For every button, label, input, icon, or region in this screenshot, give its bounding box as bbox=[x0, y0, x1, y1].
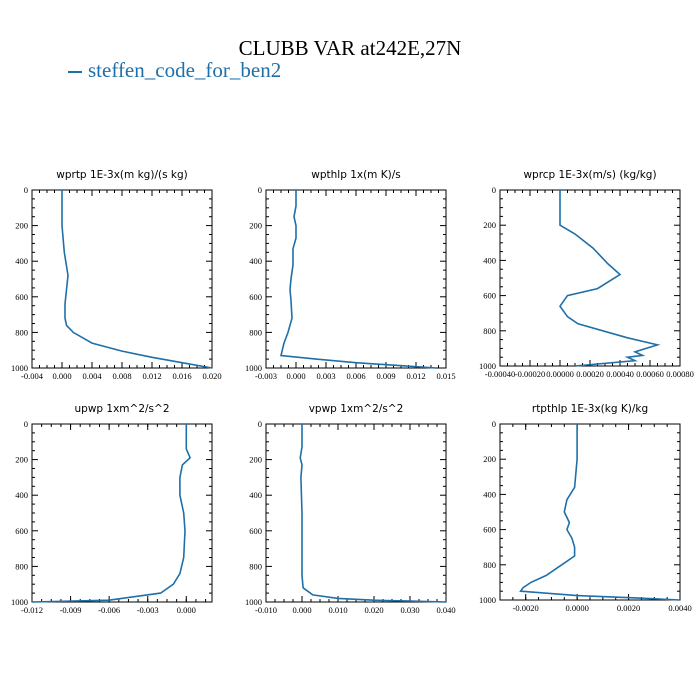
x-tick-label: -0.012 bbox=[21, 605, 43, 615]
x-tick-label: 0.00020 bbox=[576, 369, 604, 379]
x-tick-label: 0.020 bbox=[202, 371, 221, 381]
series-line bbox=[31, 424, 192, 603]
y-tick-label: 800 bbox=[249, 327, 262, 337]
series-line bbox=[61, 190, 213, 369]
x-tick-label: 0.003 bbox=[316, 371, 335, 381]
panel-title: rtpthlp 1E-3x(kg K)/kg bbox=[532, 403, 648, 415]
x-tick-label: 0.00060 bbox=[636, 369, 664, 379]
y-tick-label: 200 bbox=[249, 455, 262, 465]
panel-title: upwp 1xm^2/s^2 bbox=[75, 403, 170, 415]
legend-line-swatch bbox=[68, 71, 82, 74]
legend-label: steffen_code_for_ben2 bbox=[88, 58, 282, 82]
x-tick-label: -0.010 bbox=[255, 605, 277, 615]
x-tick-label: 0.00000 bbox=[546, 369, 574, 379]
y-tick-label: 600 bbox=[249, 292, 262, 302]
y-tick-label: 0 bbox=[492, 185, 496, 195]
y-tick-label: 800 bbox=[15, 327, 28, 337]
x-tick-label: 0.015 bbox=[436, 371, 455, 381]
x-tick-label: 0.006 bbox=[346, 371, 365, 381]
y-tick-label: 600 bbox=[483, 291, 496, 301]
y-tick-label: 800 bbox=[483, 560, 496, 570]
x-tick-label: 0.0000 bbox=[565, 603, 588, 613]
y-tick-label: 1000 bbox=[479, 595, 496, 605]
panel-title: wprcp 1E-3x(m/s) (kg/kg) bbox=[523, 169, 656, 181]
x-tick-label: -0.00040 bbox=[485, 369, 515, 379]
y-tick-label: 800 bbox=[15, 561, 28, 571]
x-tick-label: 0.0040 bbox=[668, 603, 691, 613]
x-tick-label: -0.003 bbox=[137, 605, 159, 615]
y-tick-label: 200 bbox=[483, 454, 496, 464]
x-tick-label: 0.012 bbox=[406, 371, 425, 381]
y-tick-label: 1000 bbox=[479, 361, 496, 371]
y-tick-label: 1000 bbox=[11, 363, 28, 373]
panel-title: vpwp 1xm^2/s^2 bbox=[309, 403, 404, 415]
y-tick-label: 0 bbox=[258, 419, 262, 429]
y-tick-label: 600 bbox=[249, 526, 262, 536]
panel-title: wpthlp 1x(m K)/s bbox=[311, 169, 401, 181]
y-tick-label: 600 bbox=[15, 292, 28, 302]
panel-frame bbox=[265, 189, 447, 369]
y-tick-label: 200 bbox=[15, 221, 28, 231]
series-line bbox=[559, 190, 661, 367]
y-tick-label: 400 bbox=[15, 490, 28, 500]
x-tick-label: -0.009 bbox=[60, 605, 82, 615]
x-tick-label: 0.030 bbox=[400, 605, 419, 615]
x-tick-label: -0.003 bbox=[255, 371, 277, 381]
y-tick-label: 1000 bbox=[245, 363, 262, 373]
y-tick-label: 600 bbox=[15, 526, 28, 536]
y-tick-label: 400 bbox=[15, 256, 28, 266]
panel-frame bbox=[31, 189, 213, 369]
x-tick-label: 0.004 bbox=[82, 371, 102, 381]
y-tick-label: 600 bbox=[483, 525, 496, 535]
series-line bbox=[519, 424, 681, 601]
x-tick-label: 0.00040 bbox=[606, 369, 634, 379]
x-tick-label: 0.016 bbox=[172, 371, 191, 381]
y-tick-label: 0 bbox=[258, 185, 262, 195]
y-tick-label: 0 bbox=[24, 419, 28, 429]
y-tick-label: 1000 bbox=[245, 597, 262, 607]
series-line bbox=[299, 424, 447, 603]
x-tick-label: 0.000 bbox=[292, 605, 311, 615]
x-tick-label: 0.009 bbox=[376, 371, 395, 381]
series-line bbox=[280, 190, 437, 369]
x-tick-label: 0.0020 bbox=[617, 603, 640, 613]
y-tick-label: 400 bbox=[483, 489, 496, 499]
x-tick-label: 0.008 bbox=[112, 371, 131, 381]
x-tick-label: 0.000 bbox=[52, 371, 71, 381]
y-tick-label: 800 bbox=[483, 326, 496, 336]
y-tick-label: 400 bbox=[249, 490, 262, 500]
panel-frame bbox=[265, 423, 447, 603]
panel-frame bbox=[499, 423, 681, 601]
y-tick-label: 0 bbox=[492, 419, 496, 429]
y-tick-label: 400 bbox=[483, 255, 496, 265]
y-tick-label: 800 bbox=[249, 561, 262, 571]
x-tick-label: 0.000 bbox=[286, 371, 305, 381]
panel-title: wprtp 1E-3x(m kg)/(s kg) bbox=[56, 169, 187, 181]
x-tick-label: 0.020 bbox=[364, 605, 383, 615]
x-tick-label: -0.006 bbox=[98, 605, 120, 615]
x-tick-label: 0.010 bbox=[328, 605, 347, 615]
x-tick-label: -0.0020 bbox=[513, 603, 539, 613]
y-tick-label: 1000 bbox=[11, 597, 28, 607]
panel-frame bbox=[499, 189, 681, 367]
y-tick-label: 400 bbox=[249, 256, 262, 266]
y-tick-label: 0 bbox=[24, 185, 28, 195]
x-tick-label: 0.040 bbox=[436, 605, 455, 615]
x-tick-label: 0.000 bbox=[177, 605, 196, 615]
x-tick-label: 0.00080 bbox=[666, 369, 694, 379]
panel-frame bbox=[31, 423, 213, 603]
x-tick-label: 0.012 bbox=[142, 371, 161, 381]
page-title: CLUBB VAR at242E,27N bbox=[238, 36, 462, 60]
x-tick-label: -0.004 bbox=[21, 371, 44, 381]
y-tick-label: 200 bbox=[15, 455, 28, 465]
x-tick-label: -0.00020 bbox=[515, 369, 545, 379]
y-tick-label: 200 bbox=[249, 221, 262, 231]
y-tick-label: 200 bbox=[483, 220, 496, 230]
legend: steffen_code_for_ben2 bbox=[68, 58, 281, 83]
